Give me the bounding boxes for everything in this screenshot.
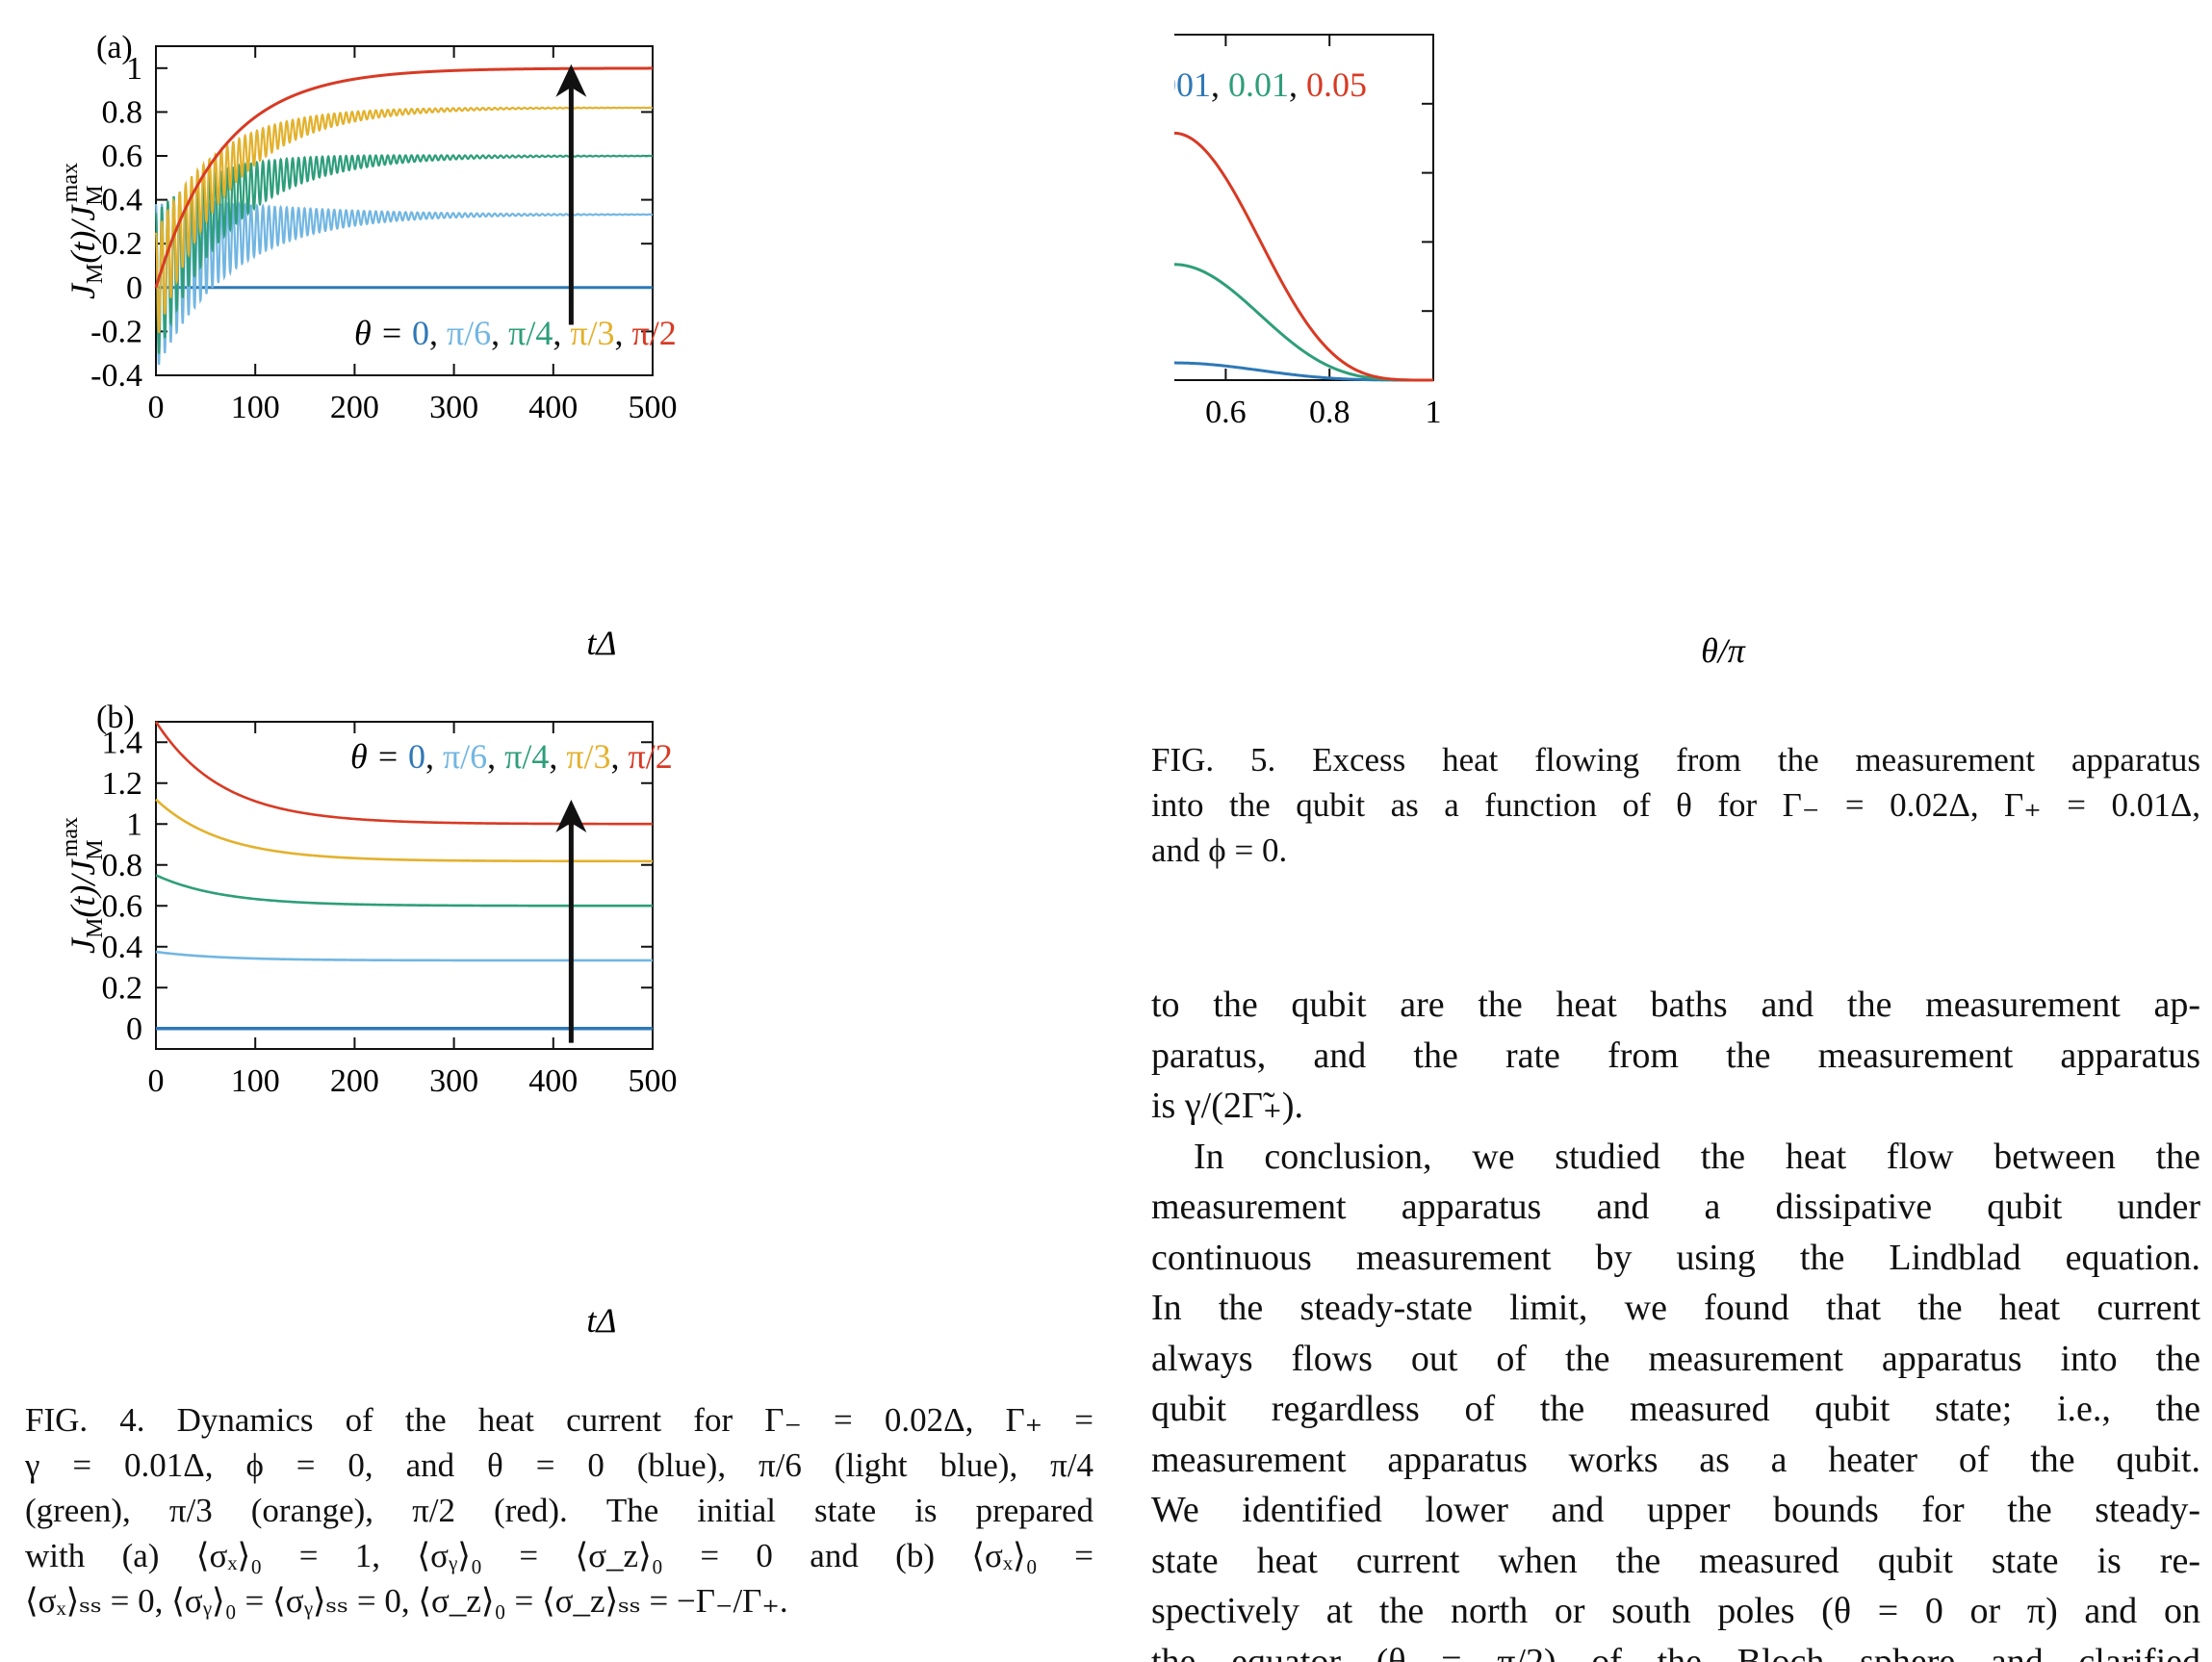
plot-frame bbox=[1174, 34, 1434, 381]
y-tick-label: -0.4 bbox=[90, 358, 142, 394]
body-line: always flows out of the measurement appa… bbox=[1151, 1338, 2200, 1379]
x-tick-label: 0.6 bbox=[1205, 395, 1247, 430]
fig4a-x-axis-label: tΔ bbox=[586, 624, 616, 662]
y-tick-label: 0.2 bbox=[102, 226, 143, 262]
fig4a-panel-label: (a) bbox=[96, 30, 133, 65]
fig4a-chart: (a) JM(t)/JMmax 0 100 200 300 400 500 -0.4 -0.2… bbox=[58, 30, 678, 662]
fig4a-plot-area: 0 100 200 300 400 500 -0.4 -0.2 0 0.2 0.4 0.6 0.8 1 θ … bbox=[90, 45, 678, 425]
y-tick-label: 1.2 bbox=[102, 766, 143, 802]
y-tick-label: 0.4 bbox=[102, 930, 143, 965]
x-tick-label: 0 bbox=[148, 390, 165, 425]
fig4b-plot-area: 0 100 200 300 400 500 0 0.2 0.4 0.6 0.8 1 1.2 1.4 θ = … bbox=[102, 721, 678, 1099]
y-tick-label: 0.8 bbox=[102, 94, 143, 130]
body-line: In conclusion, we studied the heat flow … bbox=[1194, 1136, 2200, 1177]
x-tick-label: 300 bbox=[429, 390, 478, 425]
body-line: measurement apparatus and a dissipative … bbox=[1151, 1187, 2200, 1227]
series-line bbox=[1174, 361, 1433, 382]
series-line bbox=[155, 798, 653, 863]
x-tick-label: 500 bbox=[629, 390, 678, 425]
fig4b-x-axis-label: tΔ bbox=[586, 1301, 616, 1340]
y-axis-label-text: JM(t)/JMmax bbox=[58, 163, 108, 299]
body-line: the equator (θ = π/2) of the Bloch spher… bbox=[1151, 1641, 2200, 1662]
fig4-caption-line: FIG. 4. Dynamics of the heat current for… bbox=[25, 1401, 1093, 1439]
y-axis-label-text: JM(t)/JMmax bbox=[58, 817, 108, 954]
fig4a-y-axis-label: JM(t)/JMmax bbox=[58, 163, 108, 299]
body-line: spectively at the north or south poles (… bbox=[1151, 1591, 2200, 1631]
x-tick-label: 500 bbox=[629, 1063, 678, 1099]
fig5-x-axis-label: θ/π bbox=[1701, 631, 1746, 670]
fig4-caption-line: ⟨σₓ⟩ₛₛ = 0, ⟨σᵧ⟩₀ = ⟨σᵧ⟩ₛₛ = 0, ⟨σ_z⟩₀ =… bbox=[25, 1582, 788, 1620]
body-line: is γ/(2Γ̃₊). bbox=[1151, 1086, 1304, 1126]
body-line: state heat current when the measured qub… bbox=[1151, 1540, 2200, 1581]
legend-annotation: θ = 0, π/6, π/4, π/3, π/2 bbox=[350, 737, 673, 776]
fig4-caption-line: (green), π/3 (orange), π/2 (red). The in… bbox=[25, 1492, 1093, 1529]
fig5-caption-line: and ϕ = 0. bbox=[1151, 831, 1288, 869]
x-tick-label: 400 bbox=[528, 390, 578, 425]
fig5-plot-area: 00.20.40.60.81020406080100γ/Δ = 0.001, 0… bbox=[1174, 34, 1442, 430]
fig4b-panel-label: (b) bbox=[96, 700, 135, 735]
y-tick-label: 0.2 bbox=[102, 970, 143, 1006]
body-line: qubit regardless of the measured qubit s… bbox=[1151, 1389, 2200, 1429]
y-tick-label: 1 bbox=[126, 51, 142, 87]
x-tick-label: 100 bbox=[231, 390, 280, 425]
fig4-caption: FIG. 4. Dynamics of the heat current for… bbox=[25, 1397, 1093, 1624]
y-tick-label: 1.4 bbox=[102, 725, 143, 760]
y-tick-label: 0.8 bbox=[102, 848, 143, 883]
x-tick-label: 0 bbox=[148, 1063, 165, 1099]
x-tick-label: 400 bbox=[528, 1063, 578, 1099]
y-tick-label: -0.2 bbox=[90, 314, 142, 349]
fig4b-chart: (b) JM(t)/JMmax 0 100 200 300 400 50000.20.40… bbox=[58, 700, 678, 1340]
fig4b-y-axis-label: JM(t)/JMmax bbox=[58, 817, 108, 954]
y-tick-label: 0.4 bbox=[102, 183, 143, 218]
arrow-head bbox=[555, 64, 587, 97]
body-line: In the steady-state limit, we found that… bbox=[1151, 1288, 2200, 1328]
fig4-caption-line: γ = 0.01Δ, ϕ = 0, and θ = 0 (blue), π/6 … bbox=[25, 1446, 1093, 1484]
body-line: paratus, and the rate from the measureme… bbox=[1151, 1035, 2200, 1076]
fig5-caption: FIG. 5. Excess heat flowing from the mea… bbox=[1151, 737, 2200, 873]
series-line bbox=[155, 950, 653, 962]
y-tick-label: 0.6 bbox=[102, 888, 143, 924]
y-tick-label: 0 bbox=[126, 270, 142, 306]
x-tick-label: 100 bbox=[231, 1063, 280, 1099]
x-tick-label: 0.8 bbox=[1309, 395, 1350, 430]
y-tick-label: 0 bbox=[126, 1011, 142, 1047]
fig4-caption-line: with (a) ⟨σₓ⟩₀ = 1, ⟨σᵧ⟩₀ = ⟨σ_z⟩₀ = 0 a… bbox=[25, 1537, 1093, 1574]
x-tick-label: 200 bbox=[330, 1063, 379, 1099]
plot-frame bbox=[155, 721, 654, 1050]
y-tick-label: 0.6 bbox=[102, 139, 143, 174]
body-line: continuous measurement by using the Lind… bbox=[1151, 1237, 2200, 1278]
x-tick-label: 200 bbox=[330, 390, 379, 425]
body-line: We identified lower and upper bounds for… bbox=[1151, 1490, 2200, 1530]
fig5-caption-line: FIG. 5. Excess heat flowing from the mea… bbox=[1151, 741, 2200, 779]
legend-annotation: γ/Δ = 0.001, 0.01, 0.05 bbox=[1174, 65, 1367, 104]
fig5-chart: Qex Δ/JMmax 00.20.40.60.81020406080100γ/… bbox=[1174, 34, 1746, 670]
arrow-head bbox=[555, 800, 587, 832]
fig5-caption-line: into the qubit as a function of θ for Γ₋… bbox=[1151, 786, 2200, 824]
body-line: measurement apparatus works as a heater … bbox=[1151, 1439, 2200, 1480]
y-tick-label: 1 bbox=[126, 806, 142, 842]
series-line bbox=[155, 874, 653, 908]
legend-annotation: θ = 0, π/6, π/4, π/3, π/2 bbox=[354, 314, 677, 352]
body-text: to the qubit are the heat baths and the … bbox=[1151, 980, 2200, 1662]
x-tick-label: 1 bbox=[1426, 395, 1442, 430]
series-line bbox=[1174, 263, 1433, 382]
body-line: to the qubit are the heat baths and the … bbox=[1151, 984, 2200, 1025]
series-line bbox=[1174, 131, 1433, 382]
fig5-plot-group: 00.20.40.60.81020406080100γ/Δ = 0.001, 0… bbox=[1174, 34, 1442, 430]
x-tick-label: 300 bbox=[429, 1063, 478, 1099]
